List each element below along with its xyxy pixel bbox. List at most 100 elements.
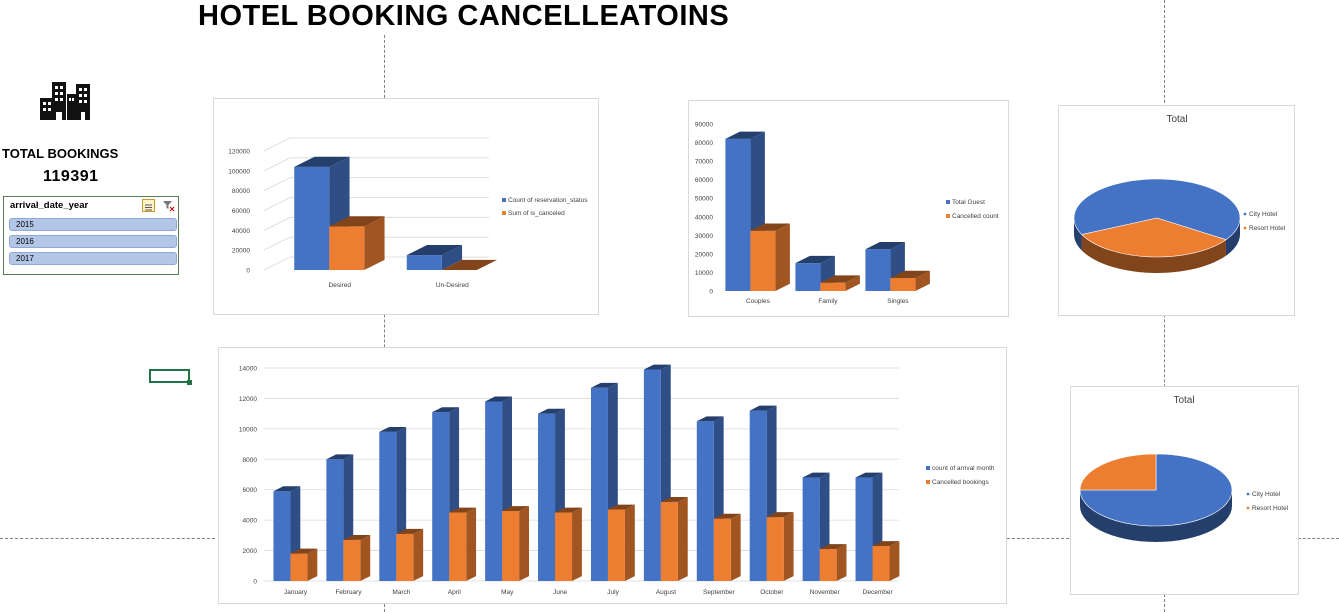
legend-label: Resort Hotel: [1252, 505, 1289, 512]
legend-swatch: [1243, 212, 1247, 216]
city-buildings-icon: [40, 82, 90, 120]
year-slicer[interactable]: arrival_date_year 2015 2016 2017: [3, 196, 179, 275]
legend-swatch: [1243, 226, 1247, 230]
y-tick-label: 20000: [695, 251, 713, 258]
legend-swatch: [1246, 492, 1250, 496]
hotel-pie-chart-top-svg: Total City Hotel Resort Hotel: [1073, 114, 1286, 273]
page-break-line: [0, 538, 215, 539]
bar-march-orange: [396, 528, 424, 581]
bar-desired-orange: [329, 216, 385, 270]
y-tick-label: 80000: [695, 140, 713, 147]
legend-label: Count of reservation_status: [508, 197, 588, 204]
legend-swatch: [502, 198, 506, 202]
total-bookings-label: TOTAL BOOKINGS: [2, 146, 119, 161]
y-tick-label: 90000: [695, 122, 713, 129]
slicer-item-2016[interactable]: 2016: [9, 235, 177, 248]
monthly-arrivals-chart[interactable]: 0 2000 4000 6000 8000 10000 12000 14000 January F…: [218, 347, 1007, 604]
y-tick-label: 120000: [228, 149, 250, 156]
bar-september-orange: [713, 513, 741, 581]
x-tick-label: Singles: [887, 298, 909, 305]
multi-select-icon[interactable]: [142, 199, 155, 212]
x-tick-label: December: [863, 589, 894, 596]
legend-swatch: [1246, 506, 1250, 510]
y-tick-label: 12000: [239, 396, 257, 403]
y-tick-label: 20000: [232, 248, 250, 255]
y-tick-label: 70000: [695, 159, 713, 166]
legend-label: Cancelled count: [952, 213, 999, 220]
bar-january-orange: [290, 548, 318, 581]
page-break-line: [1007, 538, 1069, 539]
y-tick-label: 10000: [695, 270, 713, 277]
slicer-header: arrival_date_year: [4, 197, 178, 215]
x-tick-label: July: [607, 589, 619, 596]
x-tick-label: February: [335, 589, 362, 596]
legend-swatch: [946, 200, 950, 204]
legend-swatch: [946, 214, 950, 218]
x-tick-label: September: [703, 589, 736, 596]
y-tick-label: 60000: [695, 177, 713, 184]
x-tick-label: May: [501, 589, 514, 596]
bar-august-orange: [660, 496, 688, 581]
bar-october-orange: [766, 512, 794, 581]
bar-family-orange: [820, 275, 860, 291]
x-tick-label: November: [810, 589, 841, 596]
legend-label: count of arrival month: [932, 465, 995, 472]
total-bookings-value: 119391: [43, 168, 99, 185]
legend-swatch: [926, 466, 930, 470]
hotel-pie-chart-top[interactable]: Total City Hotel Resort Hotel: [1058, 105, 1295, 316]
pie-side-resort-hotel: [1081, 234, 1226, 273]
y-tick-label: 6000: [243, 487, 258, 494]
x-tick-label: Family: [818, 298, 838, 305]
slicer-item-2017[interactable]: 2017: [9, 252, 177, 265]
bar-family-blue: [795, 255, 835, 291]
reservation-status-chart[interactable]: 0 20000 40000 60000 80000 100000 120000 Desired…: [213, 98, 599, 315]
slicer-title: arrival_date_year: [10, 200, 89, 211]
y-tick-label: 10000: [239, 426, 257, 433]
gridline: [263, 236, 489, 251]
bar-december-orange: [872, 541, 900, 581]
bar-june-orange: [555, 507, 582, 581]
pie-side-city-hotel: [1225, 218, 1240, 256]
bar-july-orange: [607, 504, 635, 581]
page-title: HOTEL BOOKING CANCELLEATOINS: [196, 0, 732, 33]
y-tick-label: 0: [246, 268, 250, 275]
y-tick-label: 0: [253, 579, 257, 586]
y-tick-label: 60000: [232, 208, 250, 215]
page-break-line: [1298, 538, 1339, 539]
guest-type-chart[interactable]: 0 10000 20000 30000 40000 50000 60000 70000 8000…: [688, 100, 1009, 317]
clear-filter-icon[interactable]: [162, 199, 175, 212]
x-tick-label: June: [553, 589, 567, 596]
y-tick-label: 30000: [695, 233, 713, 240]
gridline: [263, 157, 489, 172]
y-tick-label: 50000: [695, 196, 713, 203]
slicer-item-2015[interactable]: 2015: [9, 218, 177, 231]
selected-cell[interactable]: [149, 369, 192, 385]
x-tick-label: Couples: [746, 298, 771, 305]
pie-side-city-hotel: [1074, 218, 1082, 251]
y-tick-label: 40000: [695, 214, 713, 221]
y-tick-label: 14000: [239, 366, 257, 373]
x-tick-label: Desired: [329, 282, 352, 289]
y-tick-label: 8000: [243, 457, 258, 464]
x-tick-label: Un-Desired: [436, 282, 469, 289]
bar-singles-orange: [890, 270, 930, 291]
hotel-pie-chart-bottom-svg: Total City Hotel Resort Hotel: [1079, 395, 1289, 542]
pie-title: Total: [1173, 395, 1194, 406]
y-tick-label: 2000: [243, 548, 258, 555]
x-tick-label: August: [656, 589, 676, 596]
hotel-pie-chart-bottom[interactable]: Total City Hotel Resort Hotel: [1070, 386, 1299, 595]
legend-swatch: [926, 480, 930, 484]
x-tick-label: April: [448, 589, 462, 596]
legend-swatch: [502, 211, 506, 215]
bar-desired-blue: [294, 156, 350, 270]
reservation-status-chart-svg: 0 20000 40000 60000 80000 100000 120000 Desired…: [228, 137, 588, 289]
bar-un-desired-orange: [441, 259, 498, 270]
bar-un-desired-blue: [406, 244, 463, 270]
legend-label: Cancelled bookings: [932, 479, 989, 486]
y-tick-label: 4000: [243, 518, 258, 525]
gridline: [263, 197, 489, 211]
legend-label: Total Guest: [952, 199, 985, 206]
pie-slice-resort-hotel: [1081, 217, 1227, 258]
gridline: [263, 137, 489, 152]
legend-label: Sum of is_canceled: [508, 210, 565, 217]
